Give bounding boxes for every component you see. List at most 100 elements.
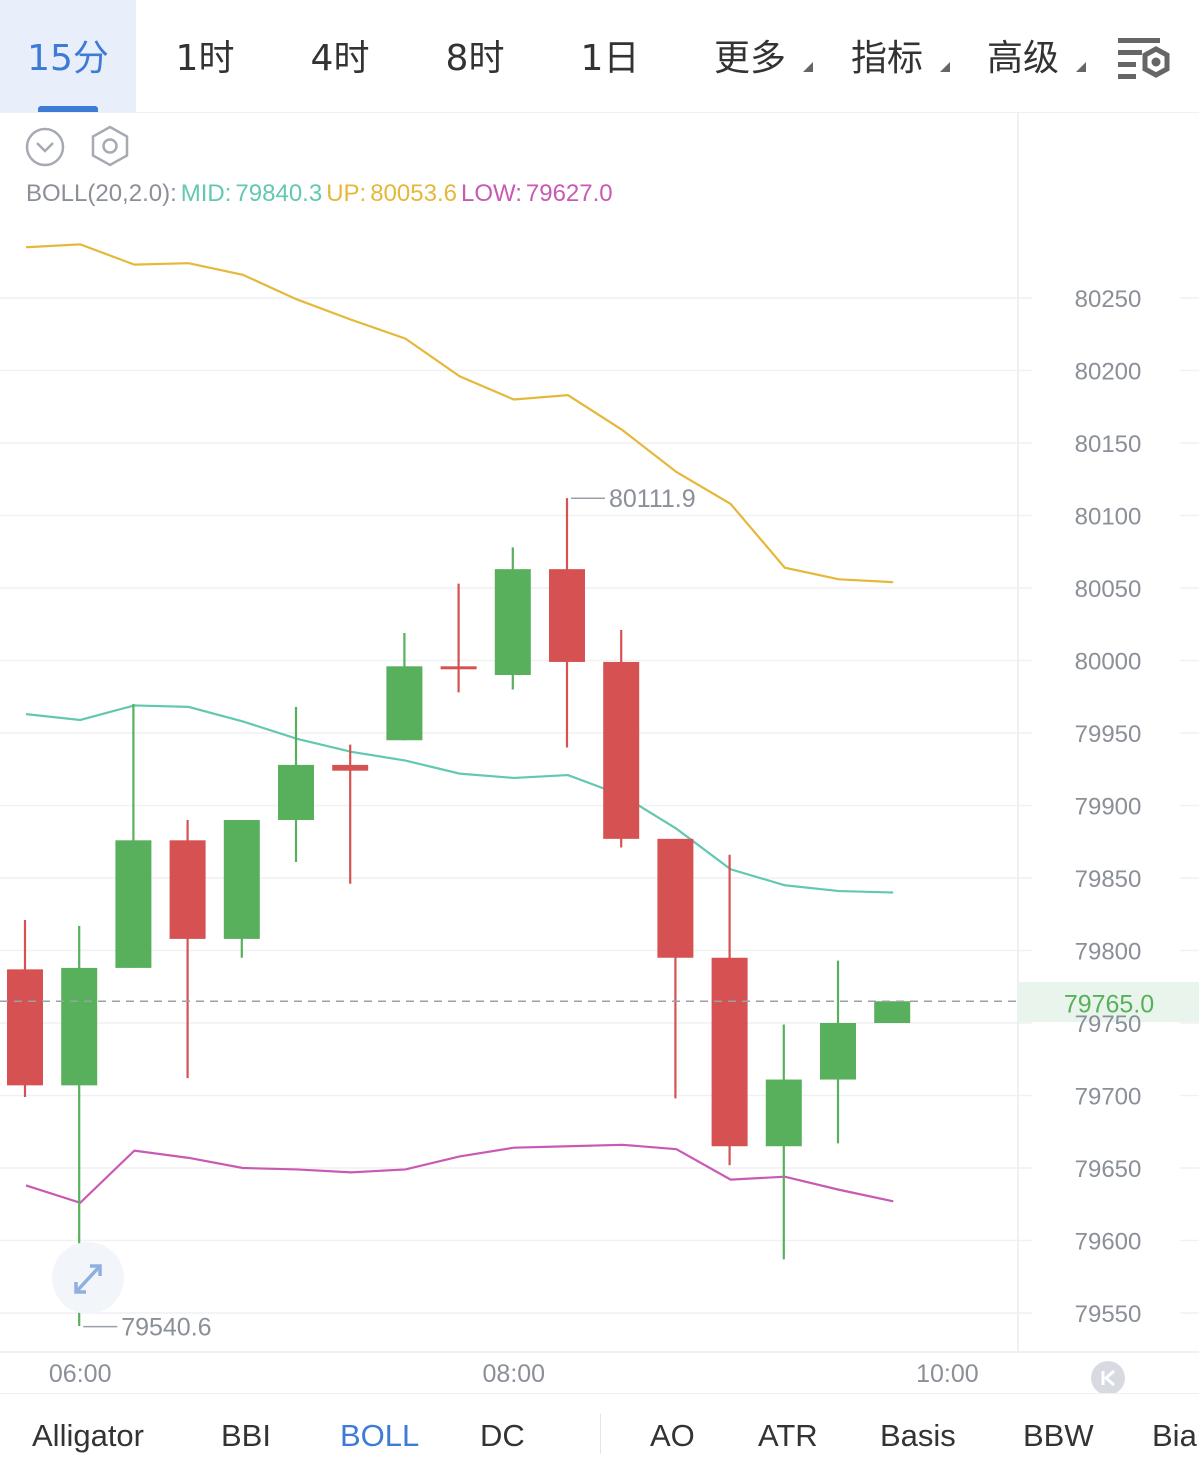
timeframe-bar: 15分 1时 4时 8时 1日 更多 指标 高级 xyxy=(0,0,1199,113)
candle xyxy=(7,920,43,1097)
scroll-to-latest-icon xyxy=(1091,1361,1125,1395)
y-tick-label: 79900 xyxy=(1075,794,1142,821)
collapse-indicator-button[interactable] xyxy=(24,126,66,172)
candles xyxy=(7,498,911,1327)
y-tick-label: 79550 xyxy=(1075,1301,1142,1328)
legend-up-label: UP: xyxy=(326,180,367,207)
candle-body xyxy=(820,1023,856,1080)
boll-up-line xyxy=(25,243,894,584)
more-dropdown[interactable]: 更多 xyxy=(705,0,813,112)
y-tick-label: 80100 xyxy=(1075,504,1142,531)
candle xyxy=(223,820,260,958)
boll-low-line xyxy=(25,1143,894,1205)
tab-1h[interactable]: 1时 xyxy=(150,0,260,112)
candle xyxy=(820,960,856,1144)
y-tick-label: 79850 xyxy=(1075,866,1142,893)
candle-body xyxy=(711,957,748,1147)
candle-body xyxy=(7,969,43,1086)
boll-legend: BOLL(20,2.0): MID: 79840.3 UP: 80053.6 LOW: 79… xyxy=(26,180,617,208)
chevron-down-circle-icon xyxy=(25,127,65,167)
legend-up-value: 80053.6 xyxy=(370,180,457,207)
indicators-dropdown-label: 指标 xyxy=(850,38,923,79)
indicator-atr[interactable]: ATR xyxy=(758,1418,818,1453)
boll-bands xyxy=(25,243,894,1205)
chart-settings-button[interactable] xyxy=(1112,30,1176,86)
indicator-separator xyxy=(600,1414,601,1454)
active-tab-indicator xyxy=(38,106,98,112)
tab-1d[interactable]: 1日 xyxy=(555,0,665,112)
tab-15min-label: 15分 xyxy=(27,38,109,79)
candle xyxy=(494,547,531,690)
dropdown-triangle-icon xyxy=(940,62,950,72)
y-axis-labels: 80250 80200 80150 80100 80050 80000 79950 79900… xyxy=(1075,286,1142,1328)
candle-body xyxy=(603,661,640,839)
last-price-line: 79765.0 xyxy=(0,990,1154,1018)
y-tick-label: 79800 xyxy=(1075,939,1142,966)
x-tick-label: 06:00 xyxy=(49,1360,112,1388)
indicator-bbi[interactable]: BBI xyxy=(221,1418,271,1453)
y-tick-label: 80200 xyxy=(1075,359,1142,386)
hexagon-gear-icon xyxy=(91,125,129,167)
indicator-dc[interactable]: DC xyxy=(480,1418,525,1453)
more-dropdown-label: 更多 xyxy=(713,38,786,79)
expand-arrows-icon xyxy=(52,1242,124,1314)
tab-1h-label: 1时 xyxy=(175,38,235,79)
indicator-basis[interactable]: Basis xyxy=(880,1418,956,1453)
x-tick-label: 08:00 xyxy=(483,1360,546,1388)
candle xyxy=(386,632,423,741)
candle xyxy=(169,820,206,1079)
candle xyxy=(115,704,152,968)
indicator-bar: Alligator BBI BOLL DC AO ATR Basis BBW B… xyxy=(0,1393,1199,1466)
advanced-dropdown[interactable]: 高级 xyxy=(978,0,1086,112)
candle-body xyxy=(494,569,531,675)
last-price-tag-bg xyxy=(1018,982,1199,1022)
y-tick-label: 79750 xyxy=(1075,1011,1142,1038)
boll-mid-line xyxy=(25,704,894,894)
candle-body xyxy=(223,820,260,939)
high-low-marks: 80111.9 79540.6 xyxy=(83,485,696,1342)
x-axis-labels: 06:00 08:00 10:00 xyxy=(49,1360,979,1388)
indicator-alligator[interactable]: Alligator xyxy=(32,1418,144,1453)
tab-15min[interactable]: 15分 xyxy=(0,0,136,112)
candle xyxy=(278,706,314,863)
legend-low-label: LOW: xyxy=(460,180,522,207)
candle-body xyxy=(115,840,152,968)
tab-1d-label: 1日 xyxy=(580,38,640,79)
candle-body xyxy=(657,838,694,958)
indicator-boll[interactable]: BOLL xyxy=(340,1418,420,1453)
candle xyxy=(332,744,369,884)
dropdown-triangle-icon xyxy=(803,62,813,72)
y-tick-label: 79700 xyxy=(1075,1084,1142,1111)
candle-body xyxy=(440,666,477,670)
advanced-dropdown-label: 高级 xyxy=(986,38,1059,79)
expand-chart-button[interactable] xyxy=(50,1240,126,1320)
candle-body xyxy=(549,569,585,662)
y-tick-label: 79950 xyxy=(1075,721,1142,748)
indicators-dropdown[interactable]: 指标 xyxy=(842,0,950,112)
candle xyxy=(549,498,585,748)
candle-body xyxy=(61,967,98,1086)
indicator-bias[interactable]: Bia xyxy=(1152,1418,1197,1453)
legend-low-value: 79627.0 xyxy=(525,180,613,207)
last-price-label: 79765.0 xyxy=(1064,990,1154,1018)
chart-settings-icon xyxy=(1118,38,1170,79)
indicator-settings-button[interactable] xyxy=(88,124,132,172)
y-tick-label: 80000 xyxy=(1075,649,1142,676)
tab-4h[interactable]: 4时 xyxy=(285,0,395,112)
boll-candlestick-chart[interactable]: 80250 80200 80150 80100 80050 80000 79950 79900… xyxy=(0,0,1199,1393)
x-tick-label: 10:00 xyxy=(916,1360,979,1388)
scroll-to-latest-button[interactable] xyxy=(1090,1360,1126,1400)
candle-body xyxy=(765,1079,802,1147)
y-tick-label: 79650 xyxy=(1075,1156,1142,1183)
y-tick-label: 80250 xyxy=(1075,286,1142,313)
candle-body xyxy=(332,764,369,771)
tab-8h[interactable]: 8时 xyxy=(420,0,530,112)
candle xyxy=(874,1001,911,1023)
grid-lines xyxy=(0,297,1199,1314)
candle xyxy=(765,1024,802,1260)
tab-4h-label: 4时 xyxy=(310,38,370,79)
indicator-bbw[interactable]: BBW xyxy=(1023,1418,1094,1453)
indicator-ao[interactable]: AO xyxy=(650,1418,695,1453)
y-tick-label: 79600 xyxy=(1075,1229,1142,1256)
y-tick-label: 80050 xyxy=(1075,576,1142,603)
